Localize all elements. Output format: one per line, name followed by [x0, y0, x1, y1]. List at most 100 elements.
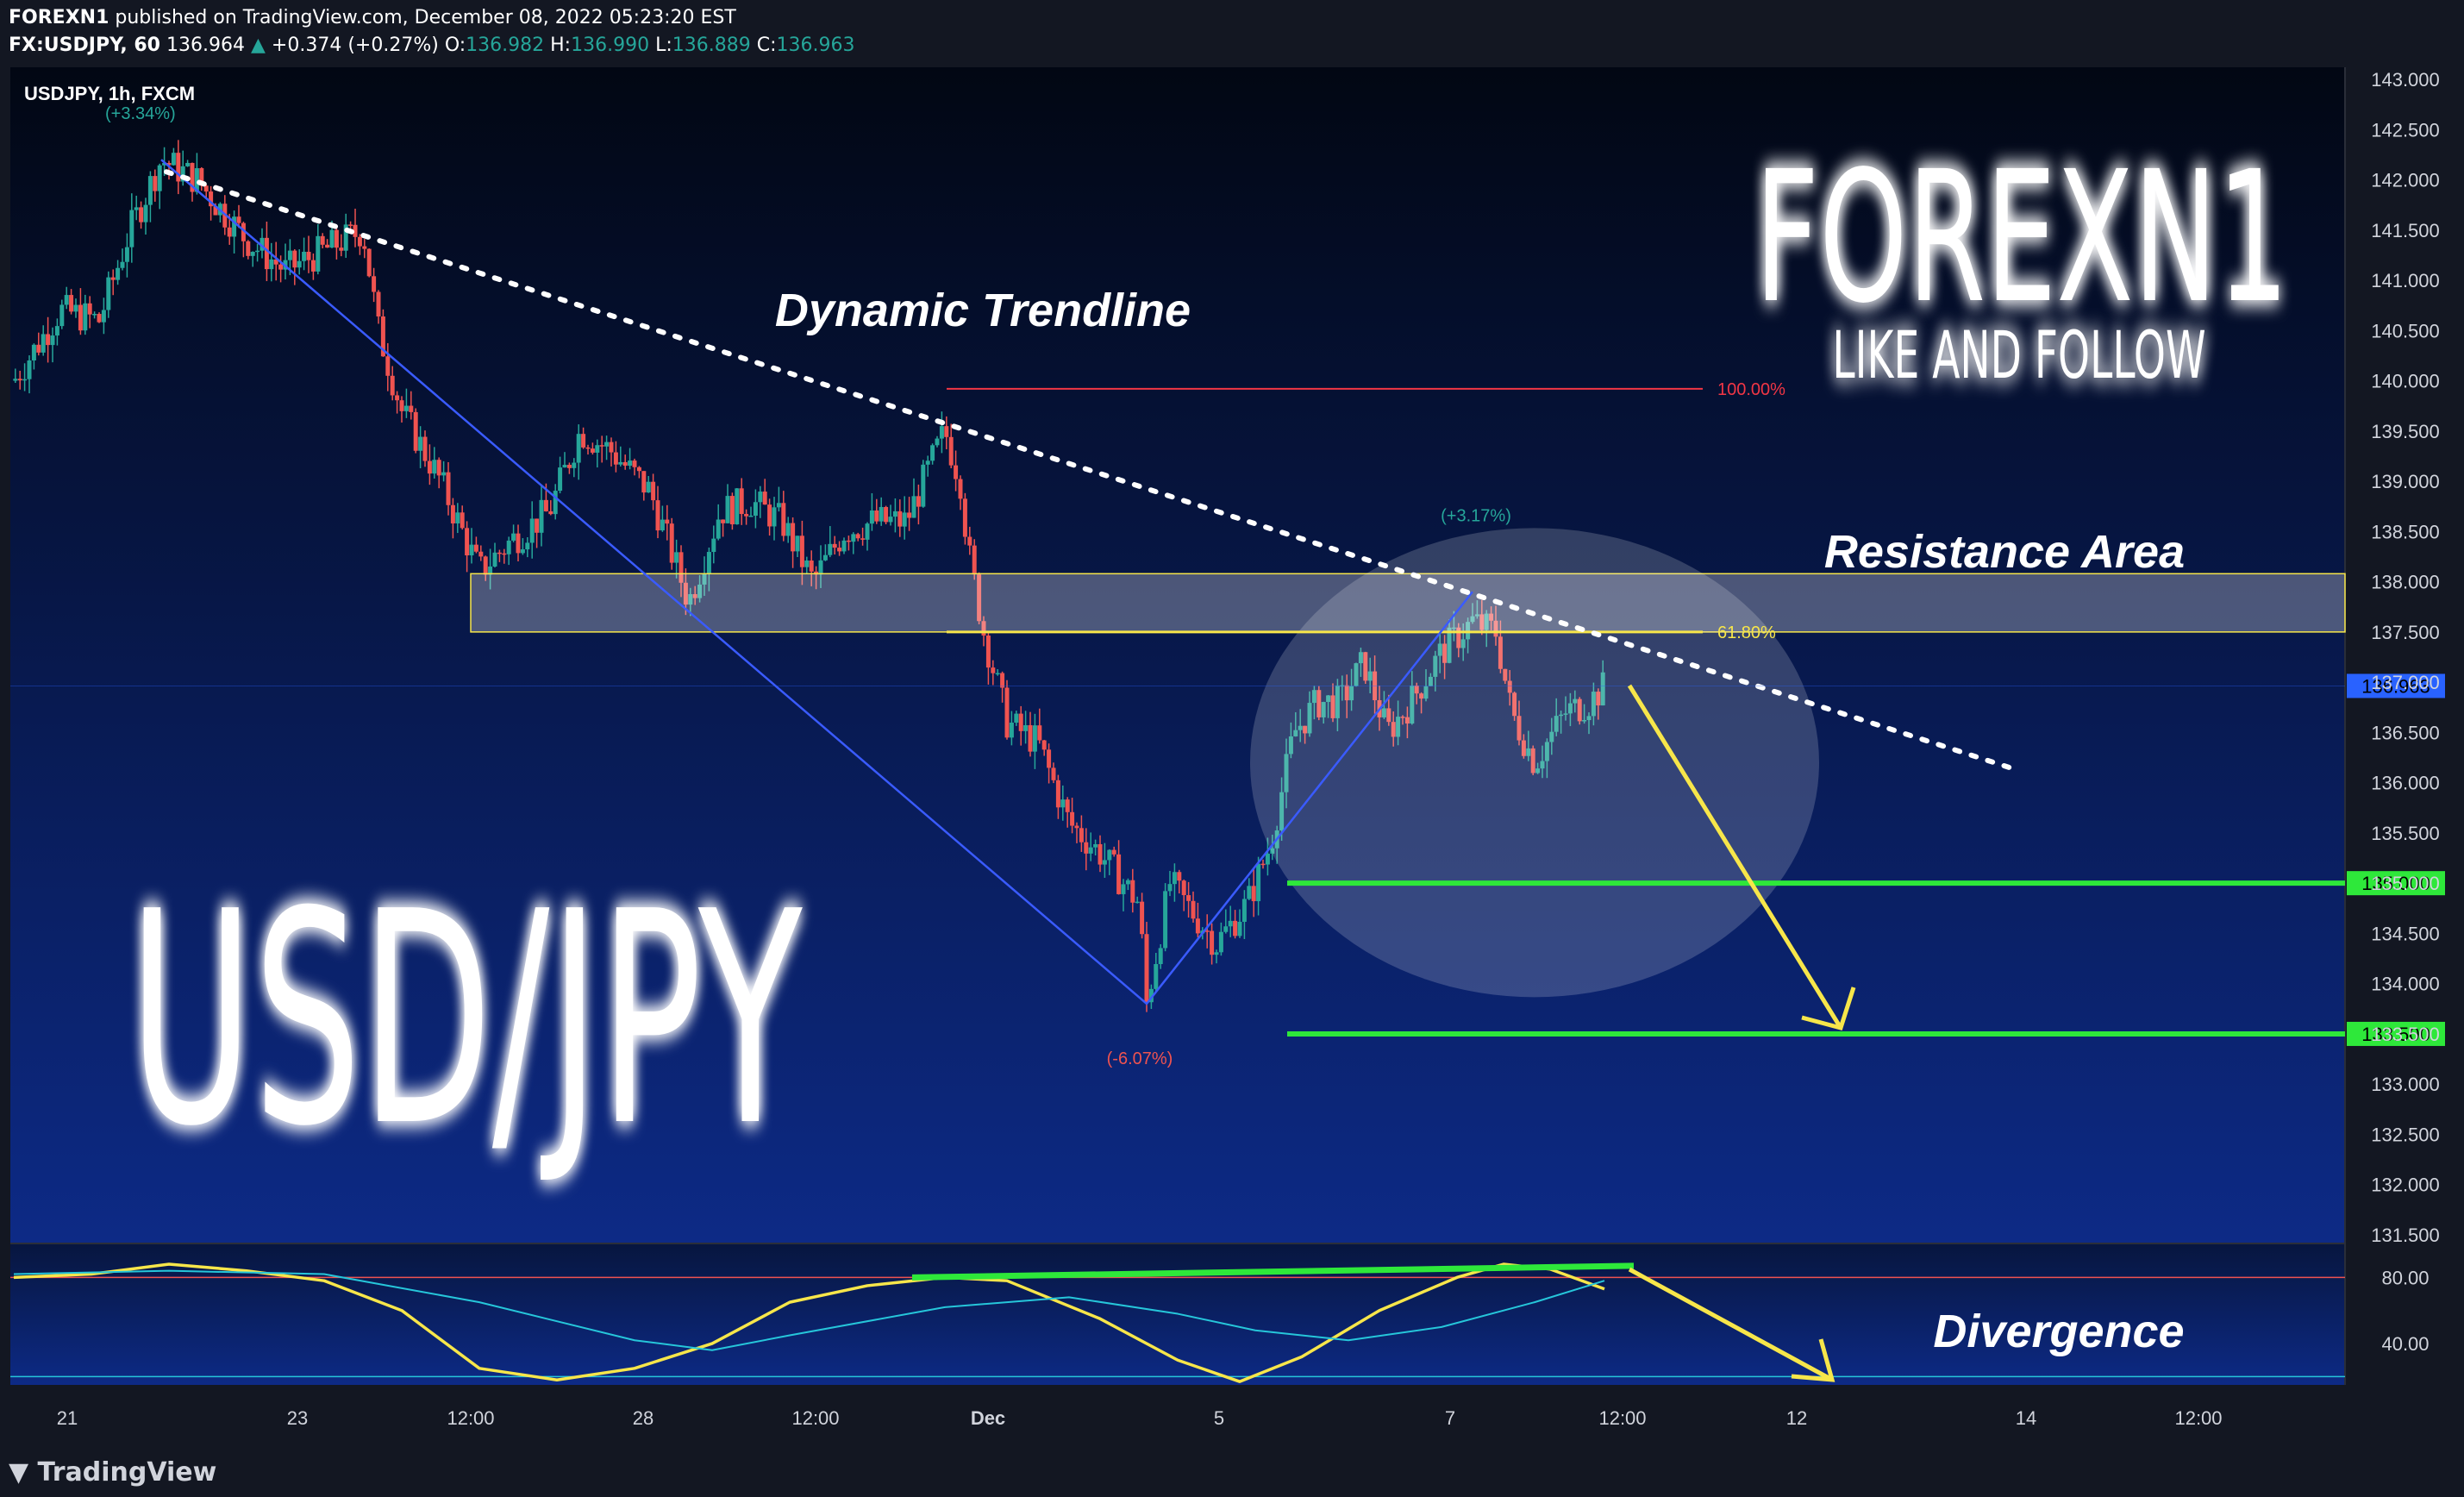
candle-body: [260, 237, 265, 251]
candle-body: [1451, 627, 1456, 629]
candle-body: [273, 259, 278, 265]
candle-body: [483, 556, 488, 575]
main-pane-background: [10, 67, 2345, 1243]
bearish-arrow-head: [1801, 987, 1856, 1031]
candle-body: [581, 434, 586, 448]
candle-body: [525, 542, 530, 550]
time-tick-label: 12:00: [1598, 1407, 1646, 1429]
candle-body: [1381, 708, 1386, 717]
price-tick-label: 141.500: [2371, 220, 2440, 241]
candle-body: [795, 536, 800, 552]
candle-body: [450, 504, 455, 523]
candle-body: [776, 503, 781, 508]
candle-body: [772, 507, 777, 527]
candle-body: [1247, 886, 1252, 899]
candle-body: [553, 491, 558, 515]
candle-body: [320, 235, 325, 245]
candle-body: [22, 379, 28, 381]
candle-body: [287, 250, 292, 260]
candle-body: [744, 514, 749, 517]
dynamic-trendline-label: Dynamic Trendline: [775, 285, 1191, 336]
candle-body: [1260, 863, 1266, 866]
candle-body: [339, 247, 344, 251]
candle-body: [721, 519, 726, 523]
candle-body: [54, 326, 59, 336]
time-tick-label: 12: [1786, 1407, 1807, 1429]
candle-body: [1233, 920, 1238, 936]
candle-body: [948, 436, 954, 466]
candle-body: [1303, 725, 1308, 734]
open-value: 136.982: [466, 34, 545, 56]
candle-body: [837, 548, 842, 552]
candle-body: [87, 303, 92, 315]
candle-body: [418, 436, 423, 451]
author[interactable]: FOREXN1: [9, 7, 109, 28]
footer-bar: [0, 1450, 2464, 1497]
symbol[interactable]: FX:USDJPY, 60: [9, 34, 160, 56]
candle-body: [246, 241, 251, 256]
candle-body: [385, 356, 391, 376]
price-tick-label: 131.500: [2371, 1225, 2440, 1246]
support-price-label: 133.500: [2361, 1024, 2430, 1045]
price-tick-label: 132.500: [2371, 1124, 2440, 1145]
candle-body: [236, 216, 241, 223]
candle-body: [17, 379, 22, 381]
price-tick-label: 136.500: [2371, 722, 2440, 743]
candle-body: [83, 303, 88, 331]
candle-body: [804, 561, 810, 567]
candle-body: [1210, 930, 1215, 955]
ohlc-line: FX:USDJPY, 60 136.964 ▲ +0.374 (+0.27%) …: [9, 34, 855, 56]
oscillator-layer: 80.00 40.00: [10, 1262, 2430, 1383]
candle-body: [985, 636, 991, 668]
price-tick-label: 134.500: [2371, 923, 2440, 944]
candle-body: [316, 235, 321, 272]
resistance-zone: [470, 573, 2346, 633]
zigzag-line: [160, 159, 1473, 1005]
candle-body: [604, 442, 610, 447]
candle-body: [1093, 843, 1098, 848]
divergence-label: Divergence: [1933, 1306, 2184, 1357]
candle-body: [1349, 686, 1354, 701]
resistance-highlight-ellipse: [1250, 528, 1819, 998]
candle-body: [1284, 754, 1289, 792]
candle-body: [1214, 952, 1219, 955]
candle-body: [651, 481, 656, 501]
candle-body: [791, 523, 796, 552]
candle-body: [1554, 716, 1559, 732]
candle-body: [669, 523, 674, 563]
time-tick-label: 7: [1445, 1407, 1455, 1429]
candle-body: [147, 176, 153, 205]
candle-body: [1218, 931, 1223, 953]
candle-body: [962, 498, 967, 537]
candle-body: [1567, 703, 1573, 714]
candle-body: [1559, 714, 1564, 717]
candle-body: [1549, 731, 1554, 742]
candle-body: [632, 460, 637, 467]
candle-body: [1456, 627, 1461, 648]
candle-body: [427, 460, 432, 474]
candle-body: [1004, 687, 1010, 738]
candle-body: [944, 426, 949, 437]
osc-tick-label: 80.00: [2381, 1267, 2429, 1288]
candle-body: [106, 277, 111, 310]
candle-body: [529, 518, 535, 543]
candle-body: [595, 445, 600, 453]
tradingview-footer[interactable]: ▼ TradingView: [9, 1457, 216, 1488]
candle-body: [688, 593, 693, 605]
candle-body: [372, 276, 377, 292]
price-tick-label: 134.000: [2371, 974, 2440, 995]
candle-body: [1055, 780, 1060, 808]
candle-body: [110, 277, 116, 280]
candle-body: [1060, 799, 1066, 808]
candle-body: [469, 544, 474, 556]
candle-body: [1177, 872, 1182, 881]
candle-body: [1279, 792, 1285, 831]
dynamic-trendline: [164, 169, 2022, 774]
candle-body: [609, 442, 614, 453]
candle-body: [1400, 717, 1405, 718]
candle-body: [911, 496, 916, 518]
candle-body: [977, 574, 982, 622]
current-price-label: 136.963: [2361, 675, 2430, 697]
close-label: C:: [756, 34, 777, 56]
candle-body: [446, 472, 451, 505]
